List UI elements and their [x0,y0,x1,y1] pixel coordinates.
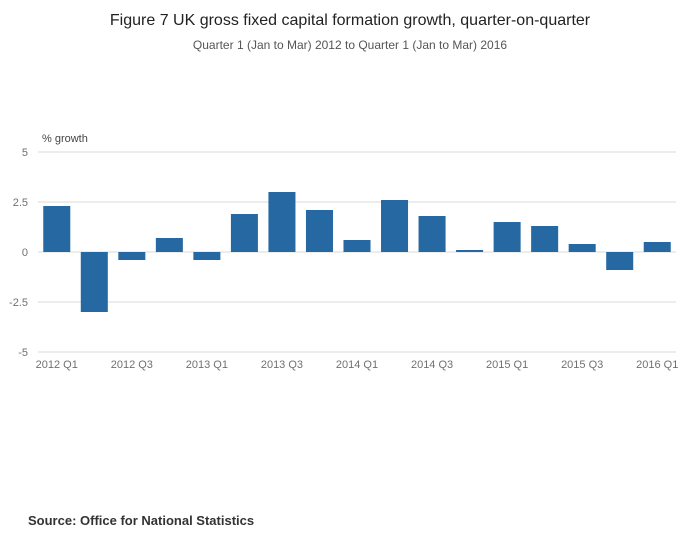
bar [305,210,333,252]
chart: 5 2.5 0 -2.5 -5 % growth 2012 Q1 2012 Q3 2013 Q1… [0,128,700,388]
x-tick-label: 2013 Q1 [186,359,228,371]
bar [343,240,371,252]
bar [80,252,108,312]
x-tick-label: 2013 Q3 [261,359,303,371]
bar [568,244,596,252]
chart-title: Figure 7 UK gross fixed capital formatio… [109,12,591,29]
bar [118,252,146,260]
y-tick-label: 2.5 [13,197,28,209]
y-tick-label: -2.5 [9,297,28,309]
bar [43,206,71,252]
chart-subtitle: Quarter 1 (Jan to Mar) 2012 to Quarter 1… [192,38,508,52]
x-tick-label: 2015 Q1 [486,359,528,371]
bar [456,250,484,252]
x-tick-label: 2012 Q1 [36,359,78,371]
bar [193,252,221,260]
bar [230,214,258,252]
bar [155,238,183,252]
y-tick-label: 5 [22,147,28,159]
y-tick-label: 0 [22,247,28,259]
chart-svg: 5 2.5 0 -2.5 -5 % growth 2012 Q1 2012 Q3 2013 Q1… [9,133,678,371]
bar [268,192,296,252]
source-text: Source: Office for National Statistics [28,513,255,528]
x-tick-label: 2014 Q1 [336,359,378,371]
x-tick-label: 2015 Q3 [561,359,603,371]
bar [381,200,409,252]
x-tick-label: 2016 Q1 [636,359,678,371]
y-axis-label: % growth [42,133,88,145]
bar [643,242,671,252]
x-tick-label: 2014 Q3 [411,359,453,371]
bar [606,252,634,270]
bar [493,222,521,252]
y-tick-label: -5 [18,347,28,359]
bar [418,216,446,252]
bar [531,226,559,252]
x-tick-label: 2012 Q3 [111,359,153,371]
